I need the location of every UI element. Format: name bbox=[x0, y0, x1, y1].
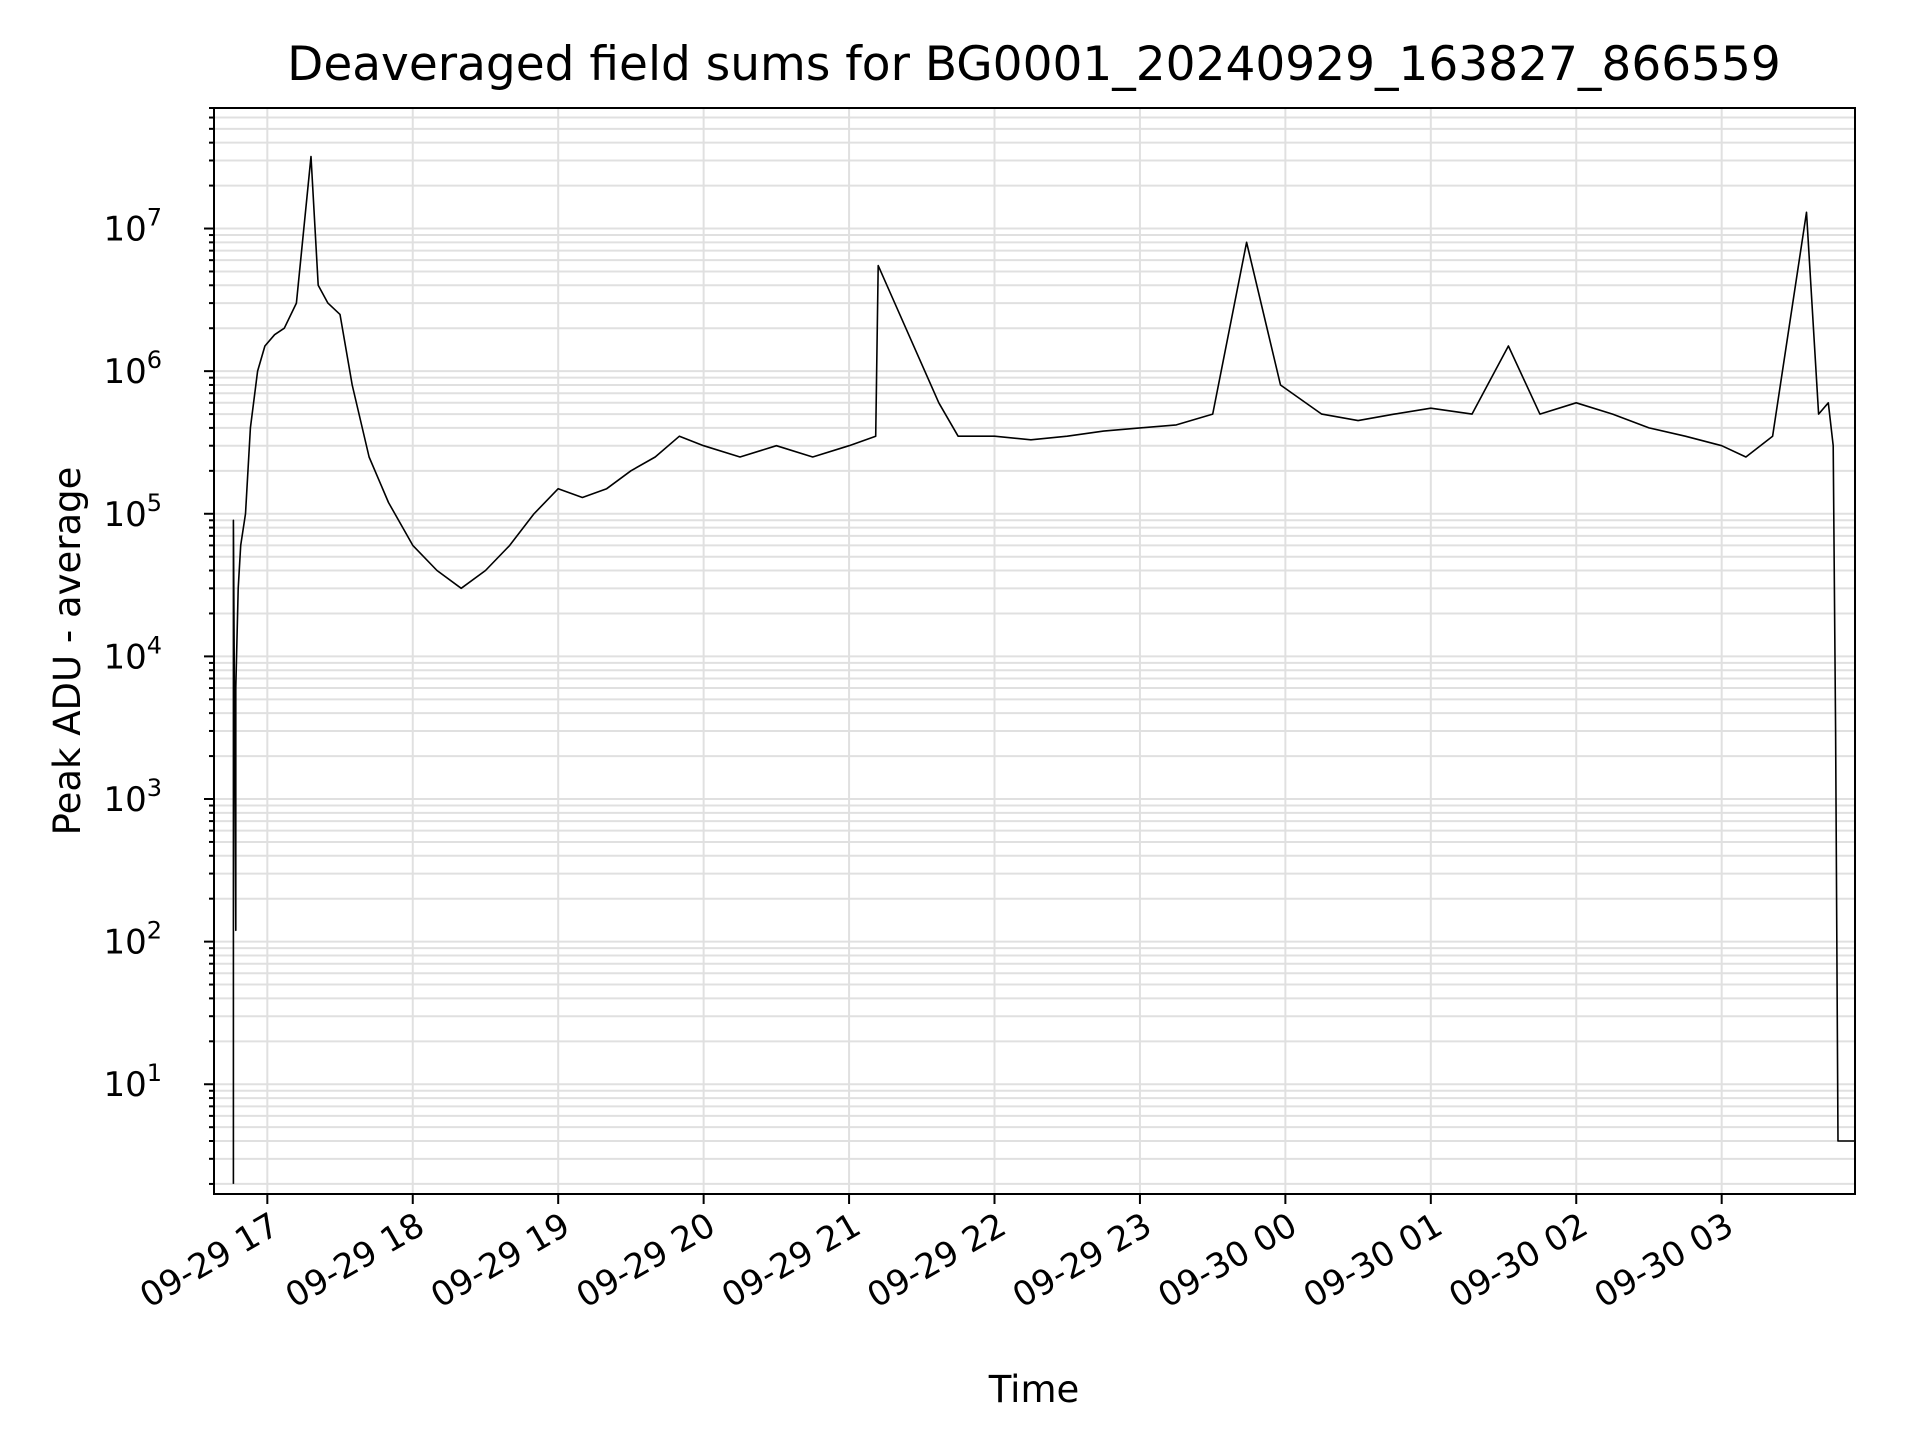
x-tick-label: 09-29 21 bbox=[715, 1205, 867, 1316]
y-tick-label: 105 bbox=[103, 489, 162, 535]
x-tick-label: 09-29 18 bbox=[279, 1205, 431, 1316]
x-tick-label: 09-30 01 bbox=[1297, 1205, 1449, 1316]
y-tick-label: 101 bbox=[103, 1059, 162, 1105]
x-tick-label: 09-30 02 bbox=[1442, 1205, 1594, 1316]
grid-layer bbox=[214, 107, 1855, 1194]
series-line-0 bbox=[232, 155, 1855, 1184]
x-tick-label: 09-29 22 bbox=[861, 1205, 1013, 1316]
x-tick-label: 09-29 20 bbox=[570, 1205, 722, 1316]
plot-frame bbox=[213, 107, 1856, 1195]
y-tick-label: 107 bbox=[103, 204, 162, 250]
y-tick-label: 102 bbox=[103, 917, 162, 963]
y-tick-label: 104 bbox=[103, 631, 162, 677]
y-tick-label: 103 bbox=[103, 774, 162, 820]
y-tick-label: 106 bbox=[103, 346, 162, 392]
x-tick-label: 09-29 17 bbox=[133, 1205, 285, 1316]
x-tick-label: 09-29 19 bbox=[424, 1205, 576, 1316]
x-tick-label: 09-29 23 bbox=[1006, 1205, 1158, 1316]
x-tick-label: 09-30 00 bbox=[1151, 1205, 1303, 1316]
x-tick-label: 09-30 03 bbox=[1588, 1205, 1740, 1316]
chart-title: Deaveraged field sums for BG0001_2024092… bbox=[287, 37, 1781, 92]
x-axis-label: Time bbox=[988, 1368, 1080, 1411]
y-axis-label: Peak ADU - average bbox=[46, 467, 89, 836]
data-layer bbox=[232, 155, 1855, 1184]
y-axis: 101 102 103 104 105 106 107 bbox=[103, 107, 214, 1185]
